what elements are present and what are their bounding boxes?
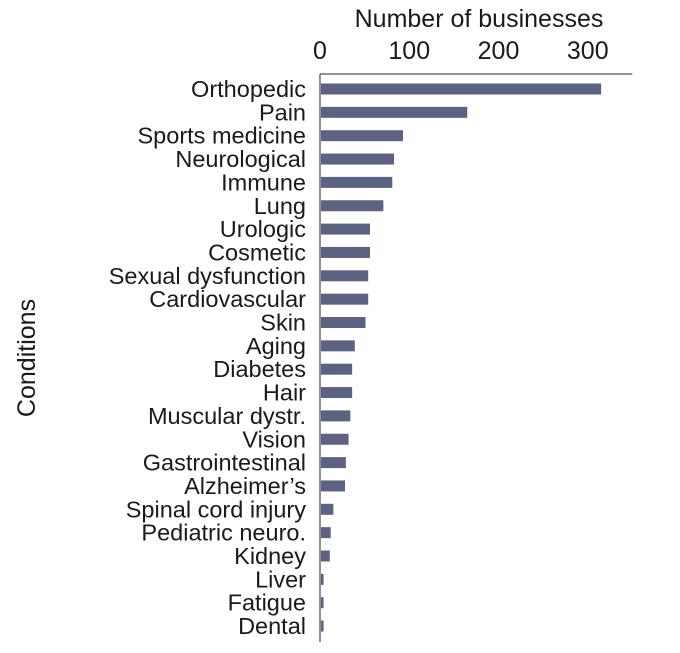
bar — [321, 363, 353, 375]
category-label: Lung — [254, 193, 306, 219]
bar — [321, 433, 349, 445]
bar — [321, 176, 393, 188]
bar — [321, 340, 355, 352]
category-label: Vision — [242, 426, 306, 452]
y-axis-title: Conditions — [13, 299, 41, 417]
category-label: Skin — [260, 310, 306, 336]
category-label: Pain — [259, 99, 306, 125]
category-label: Alzheimer’s — [184, 473, 306, 499]
category-label: Dental — [238, 613, 306, 639]
bar — [321, 317, 366, 328]
x-axis-ticks: 0 100 200 300 — [313, 37, 609, 65]
bar — [321, 457, 346, 469]
category-label: Urologic — [220, 216, 306, 242]
category-label: Liver — [255, 566, 306, 592]
category-label: Fatigue — [228, 590, 306, 616]
bar — [321, 503, 334, 515]
category-label: Sexual dysfunction — [109, 263, 306, 289]
category-label: Sports medicine — [138, 123, 307, 149]
bars — [321, 83, 602, 632]
bar — [321, 387, 353, 399]
bar — [321, 620, 324, 632]
category-label: Cosmetic — [208, 239, 306, 265]
bar — [321, 597, 324, 609]
x-tick-label: 300 — [567, 37, 609, 65]
category-label: Diabetes — [213, 356, 306, 382]
bar — [321, 270, 369, 282]
bar — [321, 153, 395, 165]
bar — [321, 83, 602, 95]
category-label: Aging — [246, 333, 306, 359]
category-label: Immune — [221, 169, 306, 195]
category-label: Spinal cord injury — [126, 496, 307, 522]
bar — [321, 200, 384, 212]
bar — [321, 246, 370, 258]
category-label: Cardiovascular — [149, 286, 306, 312]
bar — [321, 223, 370, 235]
category-label: Hair — [263, 380, 306, 406]
x-tick-label: 100 — [388, 37, 430, 65]
bar — [321, 410, 351, 422]
bar — [321, 130, 404, 142]
bar — [321, 106, 468, 118]
x-axis-title: Number of businesses — [355, 5, 604, 33]
bar — [321, 573, 324, 585]
category-label: Pediatric neuro. — [141, 520, 306, 546]
bar — [321, 527, 331, 539]
bar — [321, 480, 345, 492]
category-label: Gastrointestinal — [143, 450, 306, 476]
category-label: Kidney — [234, 543, 306, 569]
category-label: Muscular dystr. — [148, 403, 306, 429]
x-tick-label: 200 — [478, 37, 520, 65]
x-tick-label: 0 — [313, 37, 327, 65]
category-label: Orthopedic — [191, 76, 306, 102]
bar — [321, 293, 369, 305]
bar — [321, 550, 330, 562]
category-label: Neurological — [175, 146, 306, 172]
